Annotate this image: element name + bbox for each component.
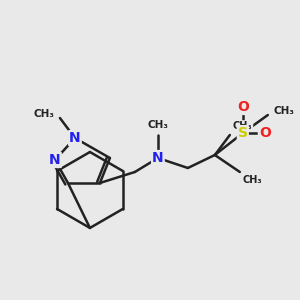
Text: CH₃: CH₃: [274, 106, 295, 116]
Text: CH₃: CH₃: [233, 121, 252, 131]
Text: S: S: [238, 126, 248, 140]
Text: N: N: [152, 151, 164, 165]
Text: O: O: [237, 100, 249, 114]
Text: CH₃: CH₃: [147, 120, 168, 130]
Text: N: N: [69, 131, 81, 145]
Text: CH₃: CH₃: [243, 175, 262, 185]
Text: CH₃: CH₃: [34, 109, 55, 119]
Text: N: N: [49, 153, 61, 167]
Text: O: O: [259, 126, 271, 140]
